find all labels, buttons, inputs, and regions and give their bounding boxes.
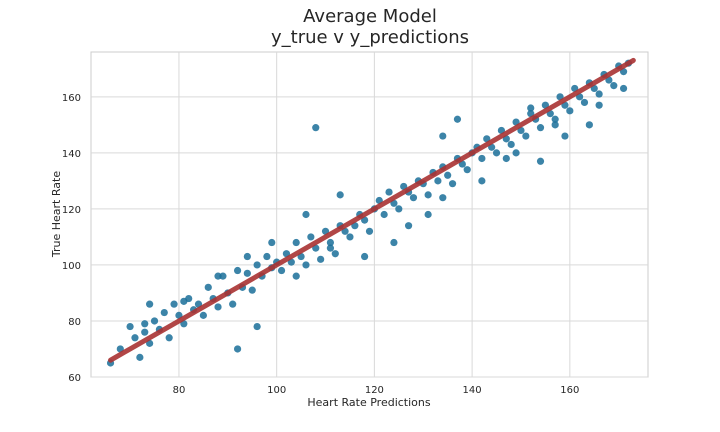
data-point — [204, 283, 212, 291]
data-point — [434, 177, 442, 185]
y-tick-label: 100 — [62, 261, 81, 272]
data-point — [292, 238, 300, 247]
data-point — [522, 132, 530, 140]
data-point — [478, 177, 486, 185]
data-point — [302, 261, 310, 269]
x-tick-label: 80 — [173, 385, 186, 396]
data-point — [492, 149, 501, 157]
data-point — [551, 121, 559, 129]
data-point — [326, 238, 335, 247]
data-point — [243, 269, 251, 277]
data-point — [424, 210, 432, 219]
data-point — [136, 353, 144, 361]
y-tick-label: 140 — [62, 149, 81, 160]
data-point — [146, 300, 154, 308]
data-point — [312, 124, 320, 132]
data-point — [561, 132, 569, 140]
data-point — [248, 286, 256, 294]
data-point — [307, 233, 315, 241]
x-tick-label: 140 — [463, 385, 482, 396]
data-point — [595, 101, 603, 109]
data-point — [214, 272, 222, 280]
data-point — [346, 233, 354, 241]
data-point — [439, 194, 447, 202]
data-point — [409, 194, 418, 202]
y-tick-label: 60 — [68, 373, 81, 384]
data-point — [317, 255, 325, 263]
data-point — [365, 227, 374, 235]
data-point — [404, 222, 413, 230]
data-point — [263, 252, 271, 261]
data-point — [439, 132, 447, 140]
data-point — [229, 300, 237, 308]
data-point — [448, 180, 457, 188]
fit-line-group — [108, 57, 636, 363]
data-point — [268, 238, 276, 247]
data-point — [390, 238, 398, 247]
data-point — [160, 308, 168, 317]
data-point — [336, 191, 344, 199]
data-point — [463, 166, 471, 174]
data-point — [619, 84, 628, 93]
data-point — [150, 317, 159, 325]
data-point — [610, 82, 618, 90]
data-point — [165, 334, 173, 342]
y-tick-label: 80 — [68, 317, 81, 328]
data-point — [385, 188, 393, 196]
x-axis-label: Heart Rate Predictions — [307, 396, 430, 409]
chart-title-line1: Average Model — [303, 6, 437, 27]
data-point — [507, 140, 515, 149]
data-point — [233, 345, 242, 353]
data-point — [326, 244, 335, 252]
data-point — [170, 300, 178, 308]
data-point — [199, 311, 207, 319]
y-tick-label: 160 — [62, 93, 81, 104]
x-tick-label: 100 — [267, 385, 286, 396]
data-point — [253, 261, 261, 269]
data-point — [424, 191, 432, 199]
x-tick-label: 160 — [560, 385, 579, 396]
chart-title-line2: y_true v y_predictions — [271, 27, 469, 48]
y-axis-label: True Heart Rate — [50, 171, 63, 258]
x-axis-ticks: 80 100 120 140 160 — [173, 385, 580, 396]
data-point — [444, 171, 452, 179]
data-point — [478, 154, 486, 163]
fit-line — [108, 57, 636, 363]
data-point — [512, 149, 520, 157]
data-point — [131, 334, 139, 342]
data-point — [595, 90, 603, 98]
x-tick-label: 120 — [365, 385, 384, 396]
data-point — [233, 266, 242, 275]
data-point — [302, 210, 310, 219]
data-point — [453, 115, 462, 123]
data-point — [536, 157, 545, 165]
data-point — [361, 252, 369, 261]
data-point — [141, 328, 149, 336]
data-point — [536, 124, 545, 132]
data-point — [527, 104, 535, 112]
data-point — [502, 154, 510, 163]
data-point — [180, 297, 188, 305]
data-point — [380, 210, 388, 219]
data-point — [331, 250, 339, 258]
data-point — [253, 322, 261, 331]
data-point — [126, 322, 134, 331]
y-tick-label: 120 — [62, 205, 81, 216]
y-axis-ticks: 60 80 100 120 140 160 — [62, 93, 81, 384]
data-point — [277, 266, 286, 275]
data-point — [580, 98, 589, 107]
data-point — [395, 205, 403, 213]
data-point — [214, 303, 222, 311]
data-point — [585, 121, 593, 129]
data-point — [141, 320, 149, 328]
data-point — [551, 115, 559, 123]
data-point — [292, 272, 300, 280]
data-point — [566, 107, 574, 115]
data-point — [243, 252, 251, 261]
